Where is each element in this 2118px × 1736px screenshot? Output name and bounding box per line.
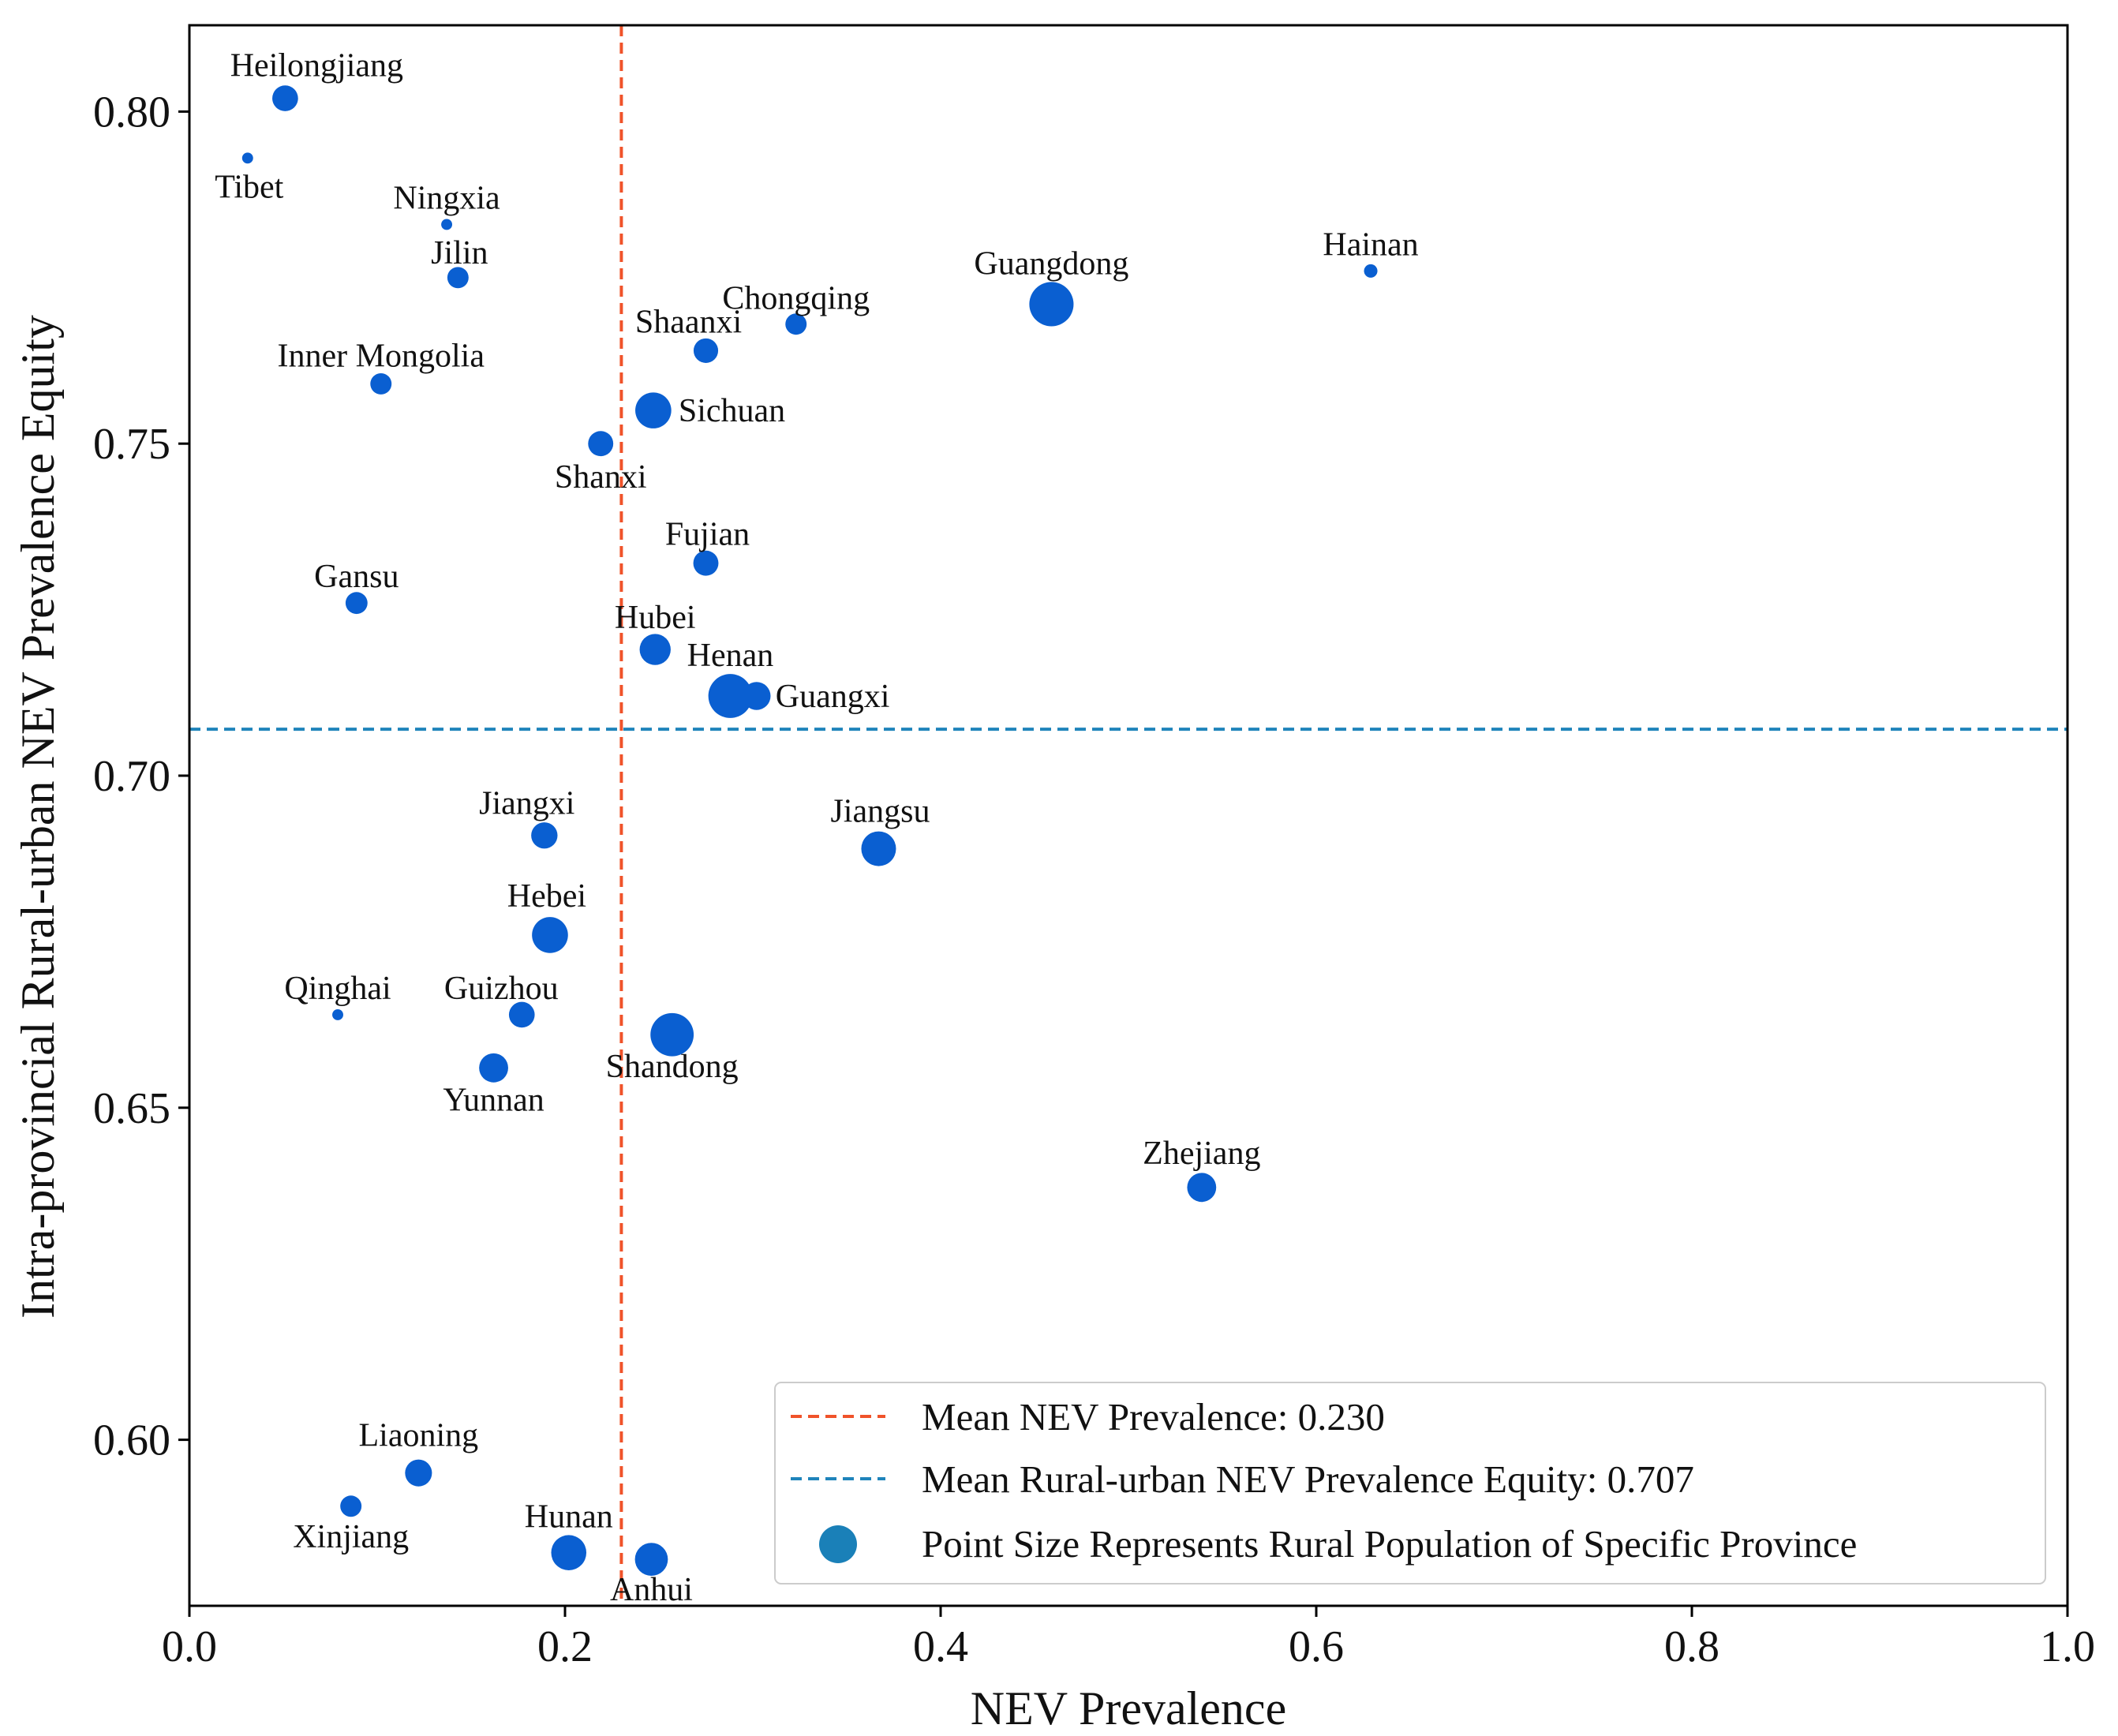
point-anhui — [634, 1543, 668, 1576]
point-shandong — [650, 1012, 694, 1057]
point-fujian — [693, 550, 719, 576]
label-hunan: Hunan — [525, 1499, 613, 1536]
legend-mean-equity-label: Mean Rural-urban NEV Prevalence Equity: … — [922, 1457, 1694, 1501]
point-tibet — [241, 152, 253, 164]
point-shaanxi — [693, 338, 719, 363]
label-hainan: Hainan — [1323, 226, 1418, 263]
label-xinjiang: Xinjiang — [293, 1519, 409, 1555]
point-guangdong — [1029, 282, 1074, 327]
point-liaoning — [405, 1459, 432, 1487]
point-hainan — [1364, 264, 1378, 278]
x-tick-label: 0.6 — [1289, 1622, 1344, 1671]
axes: 0.0 0.2 0.4 0.6 0.8 1.0 0.60 0.65 0.70 0.75 0.80 — [93, 88, 2095, 1671]
label-fujian: Fujian — [665, 517, 750, 553]
x-tick-label: 1.0 — [2040, 1622, 2095, 1671]
point-chongqing — [785, 313, 807, 335]
label-shanxi: Shanxi — [555, 459, 647, 496]
legend-box — [774, 1382, 2046, 1584]
x-axis-label: NEV Prevalence — [971, 1682, 1286, 1734]
label-liaoning: Liaoning — [359, 1418, 479, 1454]
plot-area: Heilongjiang Tibet Ningxia Jilin Inner Mongo… — [189, 25, 2067, 1608]
point-hubei — [639, 634, 671, 665]
point-inner-mongolia — [370, 372, 392, 395]
label-zhejiang: Zhejiang — [1143, 1136, 1260, 1172]
x-tick-label: 0.2 — [537, 1622, 593, 1671]
label-anhui: Anhui — [610, 1572, 693, 1608]
label-yunnan: Yunnan — [443, 1082, 544, 1118]
label-heilongjiang: Heilongjiang — [230, 48, 403, 84]
label-guangxi: Guangxi — [776, 679, 890, 715]
x-tick-label: 0.0 — [162, 1622, 217, 1671]
label-inner-mongolia: Inner Mongolia — [278, 338, 485, 374]
legend-mean-nev-label: Mean NEV Prevalence: 0.230 — [922, 1395, 1385, 1439]
point-yunnan — [479, 1053, 508, 1083]
label-jilin: Jilin — [431, 235, 488, 271]
label-hebei: Hebei — [507, 878, 586, 915]
label-ningxia: Ningxia — [393, 180, 500, 216]
point-sichuan — [635, 392, 672, 428]
point-shanxi — [588, 431, 614, 457]
label-shandong: Shandong — [606, 1049, 739, 1085]
label-jiangsu: Jiangsu — [830, 794, 930, 830]
label-guizhou: Guizhou — [444, 971, 559, 1007]
label-tibet: Tibet — [215, 169, 283, 205]
label-gansu: Gansu — [314, 559, 399, 595]
point-ningxia — [441, 219, 453, 230]
y-tick-label: 0.75 — [93, 420, 170, 469]
point-jilin — [447, 267, 469, 289]
y-tick-label: 0.80 — [93, 88, 170, 137]
legend-size-marker — [819, 1525, 857, 1563]
y-axis-label: Intra-provincial Rural-urban NEV Prevale… — [12, 315, 64, 1319]
point-hebei — [532, 917, 568, 953]
y-tick-label: 0.60 — [93, 1416, 170, 1465]
point-guangxi — [743, 682, 771, 710]
label-sichuan: Sichuan — [679, 393, 785, 429]
point-qinghai — [332, 1009, 343, 1020]
point-heilongjiang — [272, 85, 298, 111]
point-zhejiang — [1187, 1173, 1217, 1203]
point-gansu — [345, 592, 368, 615]
plot-frame — [188, 24, 2069, 1607]
point-henan — [708, 674, 753, 718]
point-guizhou — [508, 1001, 535, 1028]
x-tick-label: 0.8 — [1664, 1622, 1719, 1671]
x-tick-label: 0.4 — [913, 1622, 968, 1671]
label-guangdong: Guangdong — [974, 245, 1128, 282]
label-hubei: Hubei — [615, 600, 696, 636]
label-henan: Henan — [687, 638, 774, 674]
y-tick-label: 0.70 — [93, 752, 170, 801]
legend: Mean NEV Prevalence: 0.230 Mean Rural-ur… — [774, 1382, 2046, 1584]
point-xinjiang — [340, 1495, 362, 1517]
y-tick-label: 0.65 — [93, 1084, 170, 1133]
point-jiangsu — [861, 831, 896, 866]
point-hunan — [551, 1535, 587, 1570]
label-jiangxi: Jiangxi — [479, 786, 574, 822]
label-shaanxi: Shaanxi — [635, 304, 742, 340]
label-qinghai: Qinghai — [284, 971, 391, 1007]
legend-size-label: Point Size Represents Rural Population o… — [922, 1522, 1857, 1566]
label-chongqing: Chongqing — [722, 281, 870, 317]
point-jiangxi — [531, 822, 558, 849]
